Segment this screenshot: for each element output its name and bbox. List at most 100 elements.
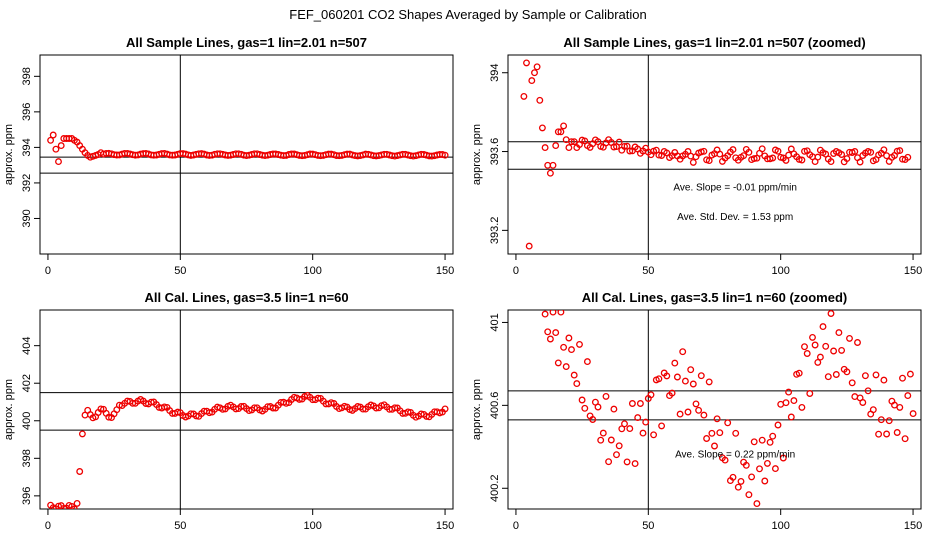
- data-point: [359, 405, 367, 413]
- data-point: [896, 403, 904, 411]
- plot-frame: [507, 54, 922, 255]
- data-point: [621, 420, 628, 428]
- data-point: [742, 461, 750, 469]
- data-point: [872, 371, 880, 379]
- data-point: [713, 415, 721, 423]
- data-point: [147, 398, 155, 406]
- data-points: [541, 310, 917, 508]
- data-point: [711, 442, 718, 450]
- data-point: [554, 359, 562, 367]
- data-point: [47, 136, 55, 144]
- data-point: [568, 346, 575, 354]
- data-point: [613, 451, 620, 459]
- data-point: [610, 405, 618, 413]
- data-point: [531, 69, 538, 77]
- data-points: [47, 391, 449, 509]
- data-point: [795, 369, 803, 377]
- x-tick-label: 0: [45, 265, 51, 277]
- data-point: [607, 436, 615, 444]
- data-point: [621, 142, 628, 150]
- data-point: [618, 425, 626, 433]
- data-point: [906, 370, 914, 378]
- data-point: [697, 372, 705, 380]
- data-point: [901, 435, 909, 443]
- data-point: [750, 155, 758, 163]
- data-point: [647, 391, 655, 399]
- data-point: [801, 343, 808, 351]
- data-points: [520, 59, 912, 250]
- y-axis-label: approx. ppm: [3, 379, 15, 440]
- data-point: [597, 436, 605, 444]
- data-point: [763, 459, 771, 467]
- data-point: [758, 145, 766, 153]
- data-point: [673, 373, 681, 381]
- data-point: [663, 372, 671, 380]
- data-point: [76, 468, 84, 475]
- data-point: [105, 413, 113, 421]
- data-point: [615, 442, 623, 450]
- y-tick-label: 396: [21, 487, 33, 505]
- data-points: [47, 131, 449, 166]
- data-point: [599, 429, 607, 437]
- data-point: [827, 158, 835, 166]
- data-point: [560, 122, 568, 130]
- data-point: [779, 454, 787, 462]
- data-point: [160, 403, 168, 411]
- data-point: [570, 138, 578, 146]
- data-point: [49, 131, 57, 139]
- data-point: [538, 124, 546, 132]
- data-point: [787, 413, 795, 421]
- data-point: [869, 406, 877, 414]
- x-tick-label: 0: [513, 520, 519, 532]
- data-point: [734, 483, 742, 491]
- data-point: [830, 347, 838, 355]
- data-point: [658, 422, 666, 430]
- y-tick-label: 392: [21, 174, 33, 192]
- data-point: [679, 348, 687, 356]
- data-point: [750, 438, 758, 446]
- data-point: [899, 374, 906, 382]
- data-point: [814, 358, 822, 366]
- data-point: [782, 399, 790, 407]
- data-point: [681, 377, 689, 385]
- data-point: [57, 142, 65, 150]
- plot-frame: [507, 309, 922, 510]
- data-point: [753, 500, 761, 508]
- data-point: [745, 491, 753, 499]
- data-point: [636, 400, 644, 407]
- data-point: [594, 403, 602, 411]
- data-point: [740, 152, 748, 160]
- data-point: [687, 366, 695, 374]
- plot-frame: [39, 54, 454, 255]
- data-point: [533, 63, 541, 71]
- y-tick-label: 390: [21, 209, 33, 227]
- data-point: [544, 328, 552, 336]
- data-point: [846, 334, 853, 342]
- y-tick-label: 394: [489, 64, 501, 82]
- y-tick-label: 394: [21, 138, 33, 156]
- data-point: [546, 169, 554, 177]
- y-tick-label: 398: [21, 449, 33, 467]
- data-point: [655, 151, 663, 159]
- data-point: [541, 144, 549, 152]
- data-point: [705, 157, 713, 165]
- chart-panel-4: All Cal. Lines, gas=3.5 lin=1 n=60 (zoom…: [471, 290, 922, 532]
- data-point: [756, 465, 763, 473]
- data-point: [205, 409, 213, 417]
- data-point: [769, 432, 777, 440]
- data-point: [851, 148, 859, 155]
- data-point: [864, 387, 872, 395]
- data-point: [904, 392, 912, 400]
- data-point: [441, 405, 449, 413]
- chart-title: All Sample Lines, gas=1 lin=2.01 n=507: [126, 35, 367, 50]
- x-tick-label: 100: [772, 520, 790, 532]
- data-point: [700, 147, 708, 155]
- y-tick-label: 398: [21, 67, 33, 85]
- chart-title: All Cal. Lines, gas=3.5 lin=1 n=60: [144, 290, 348, 305]
- y-axis-label: approx. ppm: [3, 124, 15, 185]
- data-point: [843, 155, 851, 163]
- data-point: [798, 403, 806, 411]
- data-point: [589, 416, 597, 423]
- data-point: [232, 405, 240, 413]
